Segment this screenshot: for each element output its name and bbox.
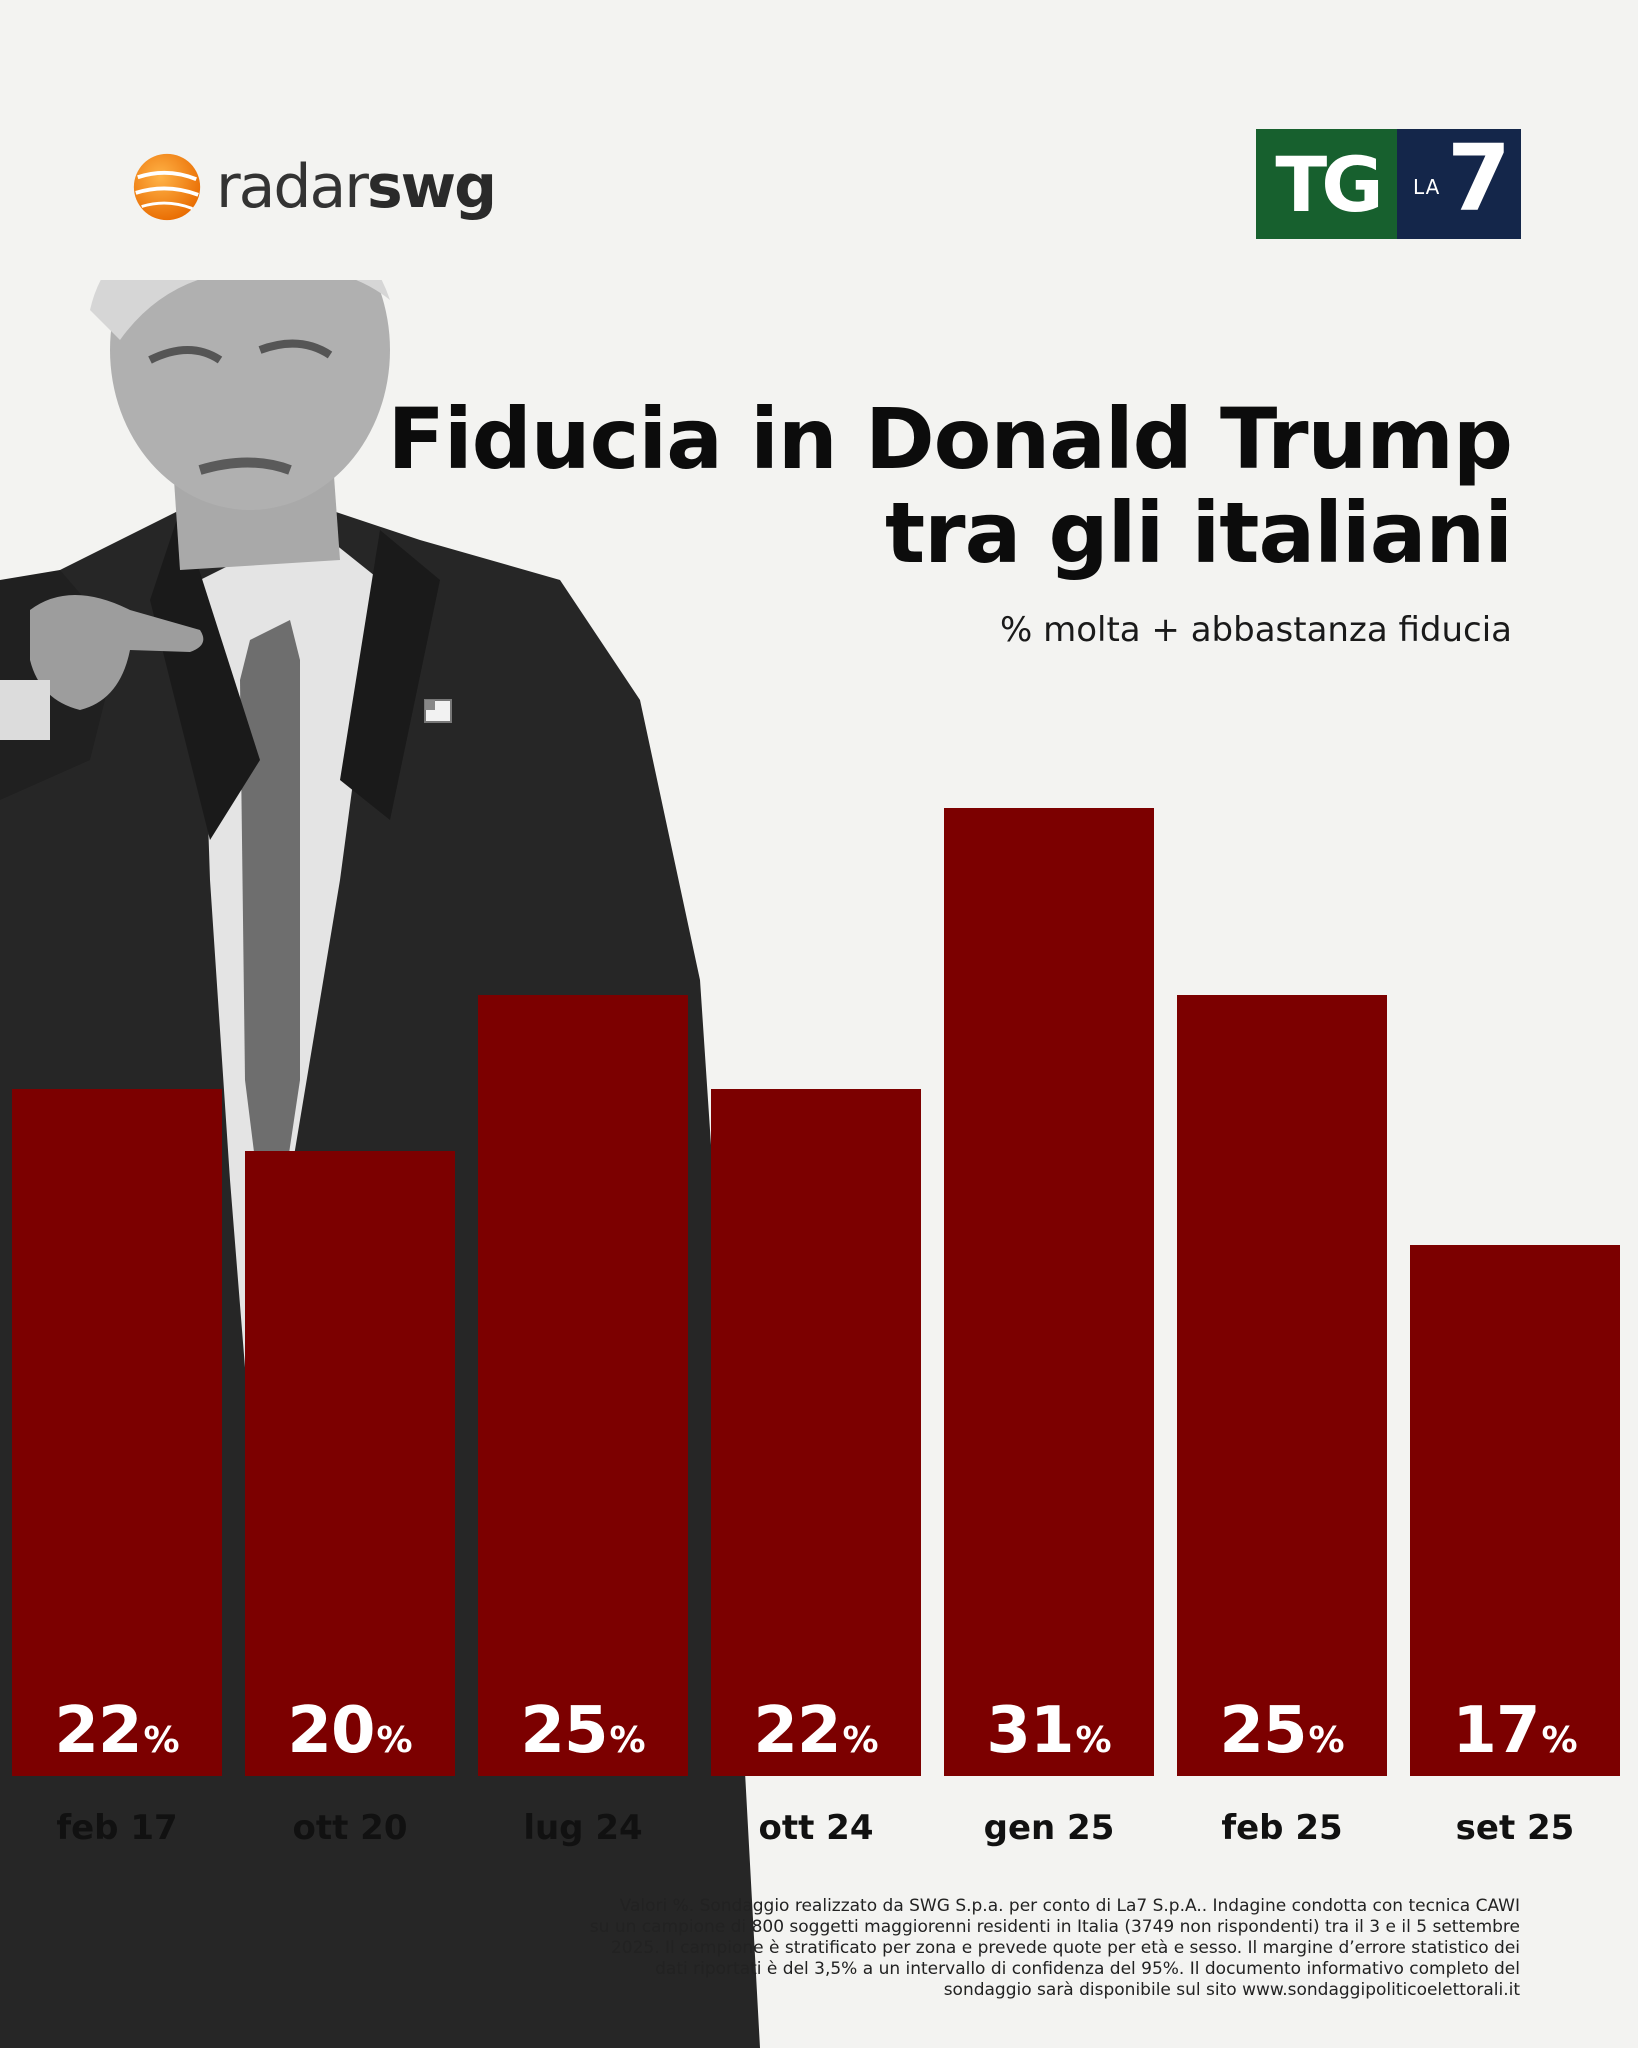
bar-ott-20	[245, 1151, 455, 1776]
bar-value-label: 22%	[12, 1694, 222, 1768]
chart-title-line1: Fiducia in Donald Trump	[387, 390, 1514, 488]
la7-small-text: LA	[1413, 175, 1441, 199]
chart-title: Fiducia in Donald Trump tra gli italiani	[312, 390, 1514, 582]
methodology-footnote: Valori %. Sondaggio realizzato da SWG S.…	[420, 1896, 1520, 2001]
chart-title-line2: tra gli italiani	[885, 484, 1513, 582]
category-label: ott 24	[758, 1808, 874, 1848]
bar-value-label: 22%	[711, 1694, 921, 1768]
bar-feb-25	[1177, 995, 1387, 1776]
bar-gen-25	[944, 808, 1154, 1776]
category-label: feb 17	[56, 1808, 178, 1848]
footnote-line: Valori %. Sondaggio realizzato da SWG S.…	[619, 1896, 1520, 1916]
bar-value-unit: %	[1075, 1720, 1112, 1761]
brand-text-swg: swg	[366, 152, 497, 222]
bar-value-unit: %	[376, 1720, 413, 1761]
bar-value-number: 22	[753, 1694, 841, 1768]
bar-lug-24	[478, 995, 688, 1776]
bar-value-unit: %	[1308, 1720, 1345, 1761]
bar-ott-24	[711, 1089, 921, 1776]
bar-feb-17	[12, 1089, 222, 1776]
bar-value-unit: %	[1541, 1720, 1578, 1761]
radar-swg-logo: radarswg	[128, 148, 497, 226]
bar-value-number: 20	[287, 1694, 375, 1768]
footnote-line: su un campione di 800 soggetti maggioren…	[589, 1917, 1520, 1937]
bar-value-label: 17%	[1410, 1694, 1620, 1768]
bar-value-unit: %	[143, 1720, 180, 1761]
category-label: set 25	[1455, 1808, 1575, 1848]
footnote-line: 2025. Il campione è stratificato per zon…	[610, 1938, 1520, 1958]
bar-set-25	[1410, 1245, 1620, 1776]
bar-value-unit: %	[609, 1720, 646, 1761]
bar-value-number: 25	[1219, 1694, 1307, 1768]
footnote-line: dati riportati è del 3,5% a un intervall…	[655, 1959, 1520, 1979]
bar-value-number: 25	[520, 1694, 608, 1768]
footnote-line: sondaggio sarà disponibile sul sito www.…	[943, 1980, 1520, 2000]
tg-la7-logo: TG LA 7	[1256, 129, 1521, 239]
bar-value-number: 17	[1452, 1694, 1540, 1768]
bar-value-number: 31	[986, 1694, 1074, 1768]
brand-wordmark: radarswg	[216, 157, 497, 217]
category-label: feb 25	[1221, 1808, 1343, 1848]
category-label: lug 24	[523, 1808, 643, 1848]
brand-text-radar: radar	[216, 152, 369, 222]
bar-value-label: 25%	[1177, 1694, 1387, 1768]
la7-logo-right: LA 7	[1397, 129, 1521, 239]
bar-value-label: 31%	[944, 1694, 1154, 1768]
bar-value-label: 20%	[245, 1694, 455, 1768]
bar-value-label: 25%	[478, 1694, 688, 1768]
la7-number: 7	[1447, 125, 1512, 232]
tg-logo-left: TG	[1256, 129, 1397, 239]
bar-value-unit: %	[842, 1720, 879, 1761]
chart-subtitle: % molta + abbastanza fiducia	[999, 610, 1512, 650]
category-label: ott 20	[292, 1808, 408, 1848]
category-label: gen 25	[983, 1808, 1115, 1848]
globe-icon	[133, 153, 201, 221]
bar-value-number: 22	[54, 1694, 142, 1768]
